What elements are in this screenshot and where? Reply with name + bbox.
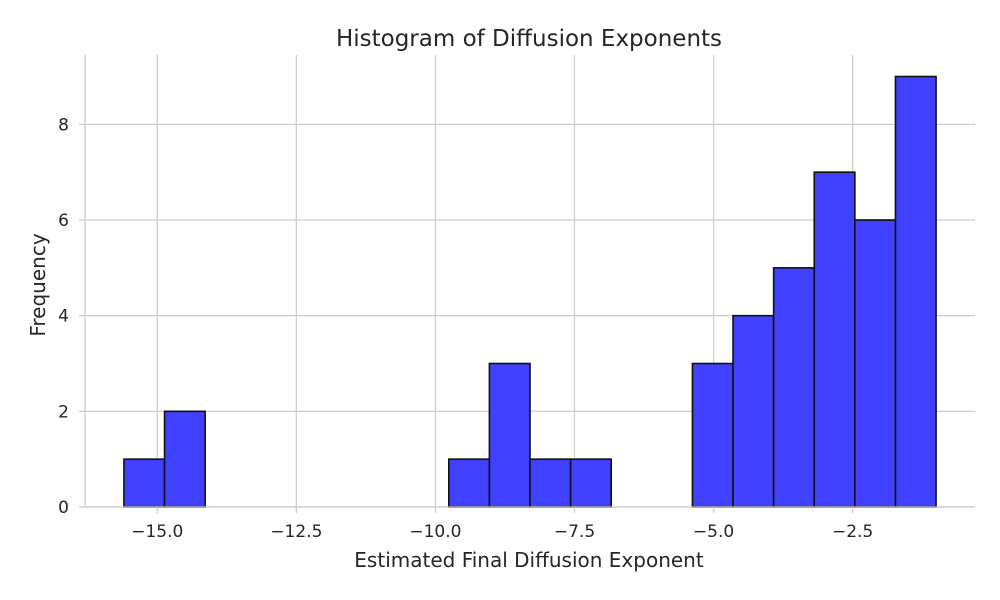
histogram-bar [569, 458, 613, 508]
y-tick-label: 6 [58, 211, 69, 231]
x-tick-label: −10.0 [409, 522, 461, 542]
histogram-bar [529, 458, 572, 508]
tick-labels: −15.0 −12.5 −10.0 −7.5 −5.0 −2.5 0 2 4 6 8 [58, 115, 873, 542]
histogram-bar [813, 171, 856, 508]
x-tick-label: −2.5 [832, 522, 873, 542]
y-tick-label: 8 [58, 115, 69, 135]
y-tick-label: 4 [58, 307, 69, 327]
y-axis-label: Frequency [26, 233, 50, 336]
histogram-bar [488, 362, 531, 508]
y-tick-label: 2 [58, 402, 69, 422]
x-tick-label: −15.0 [131, 522, 183, 542]
histogram-bar [447, 458, 491, 508]
y-tick-label: 0 [58, 498, 69, 518]
histogram-bar [894, 75, 937, 508]
histogram-bar [772, 267, 816, 508]
histogram-bar [732, 314, 775, 508]
chart-title: Histogram of Diffusion Exponents [336, 26, 722, 52]
axes [84, 55, 975, 508]
histogram-bar [123, 458, 166, 508]
histogram-bar [691, 362, 734, 508]
x-axis-label: Estimated Final Diffusion Exponent [354, 548, 704, 572]
histogram-bars [123, 75, 937, 508]
x-tick-label: −7.5 [554, 522, 595, 542]
histogram-bar [163, 410, 206, 508]
x-tick-label: −5.0 [693, 522, 734, 542]
x-tick-label: −12.5 [270, 522, 322, 542]
histogram-bar [854, 219, 897, 508]
